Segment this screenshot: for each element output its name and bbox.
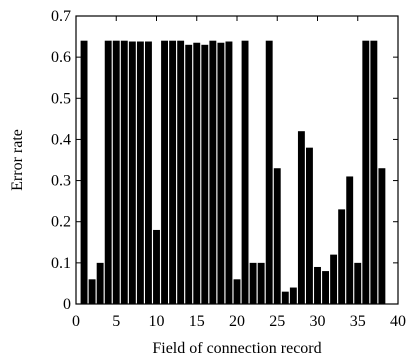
x-tick-label: 25 <box>269 313 285 330</box>
bars-group <box>80 40 386 305</box>
bar-field-12 <box>169 40 177 304</box>
bar-field-21 <box>241 40 249 304</box>
bar-field-20 <box>233 279 241 304</box>
bar-field-24 <box>265 40 273 304</box>
bar-field-2 <box>88 279 96 304</box>
bar-field-19 <box>225 41 233 304</box>
bar-field-7 <box>128 41 136 304</box>
bar-field-11 <box>161 40 168 304</box>
bar-field-38 <box>378 168 386 304</box>
x-tick-label: 40 <box>390 313 406 330</box>
x-tick-label: 20 <box>229 313 245 330</box>
bar-field-1 <box>80 40 88 304</box>
bar-field-5 <box>112 40 120 304</box>
y-axis-label: Error rate <box>9 129 26 191</box>
bar-field-13 <box>177 40 185 304</box>
bar-field-6 <box>120 40 128 304</box>
y-axis: 0 0.1 0.2 0.3 0.4 0.5 0.6 0.7 <box>51 8 398 313</box>
bar-field-9 <box>145 41 152 304</box>
x-tick-label: 15 <box>189 313 205 330</box>
x-axis-label: Field of connection record <box>152 340 321 357</box>
x-tick-label: 10 <box>149 313 165 330</box>
bar-field-18 <box>217 42 225 305</box>
bar-field-26 <box>281 291 289 304</box>
y-tick-label: 0 <box>63 296 71 313</box>
y-tick-label: 0.2 <box>51 214 71 231</box>
bar-field-23 <box>257 262 265 304</box>
bar-field-17 <box>209 40 217 304</box>
bar-field-36 <box>362 40 370 304</box>
bar-field-10 <box>153 229 160 304</box>
bar-field-3 <box>96 262 104 304</box>
bar-field-33 <box>338 209 346 304</box>
bar-field-22 <box>249 262 257 304</box>
bar-field-16 <box>201 44 209 305</box>
bar-field-27 <box>289 287 297 304</box>
y-tick-label: 0.6 <box>51 49 71 66</box>
y-tick-label: 0.1 <box>51 255 71 272</box>
x-tick-label: 30 <box>310 313 326 330</box>
bar-field-4 <box>104 40 112 304</box>
y-tick-label: 0.4 <box>51 131 71 148</box>
bar-field-37 <box>370 40 378 304</box>
bar-field-28 <box>297 131 305 304</box>
bar-field-34 <box>346 176 354 304</box>
x-axis: 0 5 10 15 20 25 30 35 40 <box>72 16 406 330</box>
x-tick-label: 5 <box>112 313 120 330</box>
bar-field-14 <box>185 44 193 305</box>
y-tick-label: 0.7 <box>51 8 71 25</box>
bar-field-29 <box>306 147 313 304</box>
bar-field-8 <box>136 41 144 304</box>
bar-field-30 <box>314 266 321 304</box>
x-tick-label: 0 <box>72 313 80 330</box>
bar-field-15 <box>193 42 201 305</box>
bar-field-31 <box>322 271 329 304</box>
bar-field-32 <box>330 254 338 304</box>
y-tick-label: 0.5 <box>51 90 71 107</box>
bar-field-35 <box>354 262 362 304</box>
bar-field-25 <box>273 168 281 304</box>
y-tick-label: 0.3 <box>51 173 71 190</box>
x-tick-label: 35 <box>350 313 366 330</box>
